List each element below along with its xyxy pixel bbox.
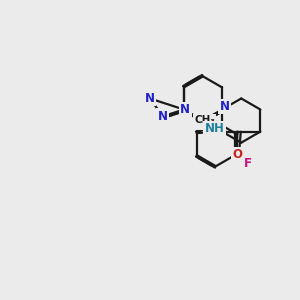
Text: N: N bbox=[158, 110, 168, 123]
Text: NH: NH bbox=[205, 122, 224, 135]
Text: O: O bbox=[233, 148, 243, 161]
Text: N: N bbox=[198, 116, 208, 128]
Text: N: N bbox=[180, 103, 190, 116]
Text: F: F bbox=[244, 157, 252, 170]
Text: N: N bbox=[145, 92, 155, 105]
Text: CH₃: CH₃ bbox=[194, 115, 215, 125]
Text: N: N bbox=[220, 100, 230, 113]
